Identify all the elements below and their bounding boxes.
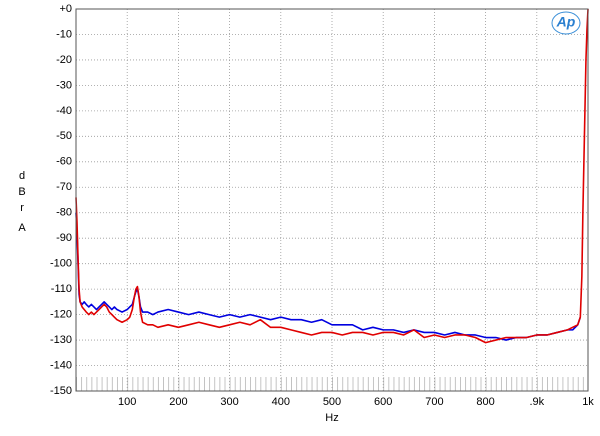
plot-frame [75,8,589,392]
y-tick-label: -150 [50,385,72,397]
y-tick-label: -120 [50,309,72,321]
logo-ring [551,11,581,35]
logo: Ap [556,14,576,30]
y-axis-unit: A [16,222,28,238]
y-tick-label: -30 [56,79,72,91]
y-axis-label: dBr [16,170,28,218]
y-tick-label: -40 [56,105,72,117]
y-tick-label: -110 [51,283,72,295]
x-tick-label: 800 [476,396,494,408]
x-tick-label: 600 [374,396,392,408]
lines [75,8,589,344]
y-tick-label: +0 [59,3,72,15]
y-tick-label: -10 [56,28,72,40]
y-tick-label: -90 [56,232,72,244]
x-axis-label: Hz [325,412,338,424]
y-tick-label: -70 [56,181,72,193]
x-tick-label: 100 [118,396,136,408]
x-tick-label: 300 [220,396,238,408]
series-line [75,8,589,344]
x-tick-label: 1k [582,396,594,408]
y-tick-label: -60 [56,156,72,168]
series-line [75,212,582,341]
x-tick-label: .9k [529,396,544,408]
y-tick-label: -50 [56,130,72,142]
x-tick-label: 700 [425,396,443,408]
y-tick-label: -80 [56,207,72,219]
x-tick-label: 400 [272,396,290,408]
x-tick-label: 500 [323,396,341,408]
y-tick-label: -140 [50,359,72,371]
y-tick-label: -130 [50,334,72,346]
x-tick-label: 200 [169,396,187,408]
y-tick-label: -20 [56,54,72,66]
y-tick-label: -100 [50,258,72,270]
